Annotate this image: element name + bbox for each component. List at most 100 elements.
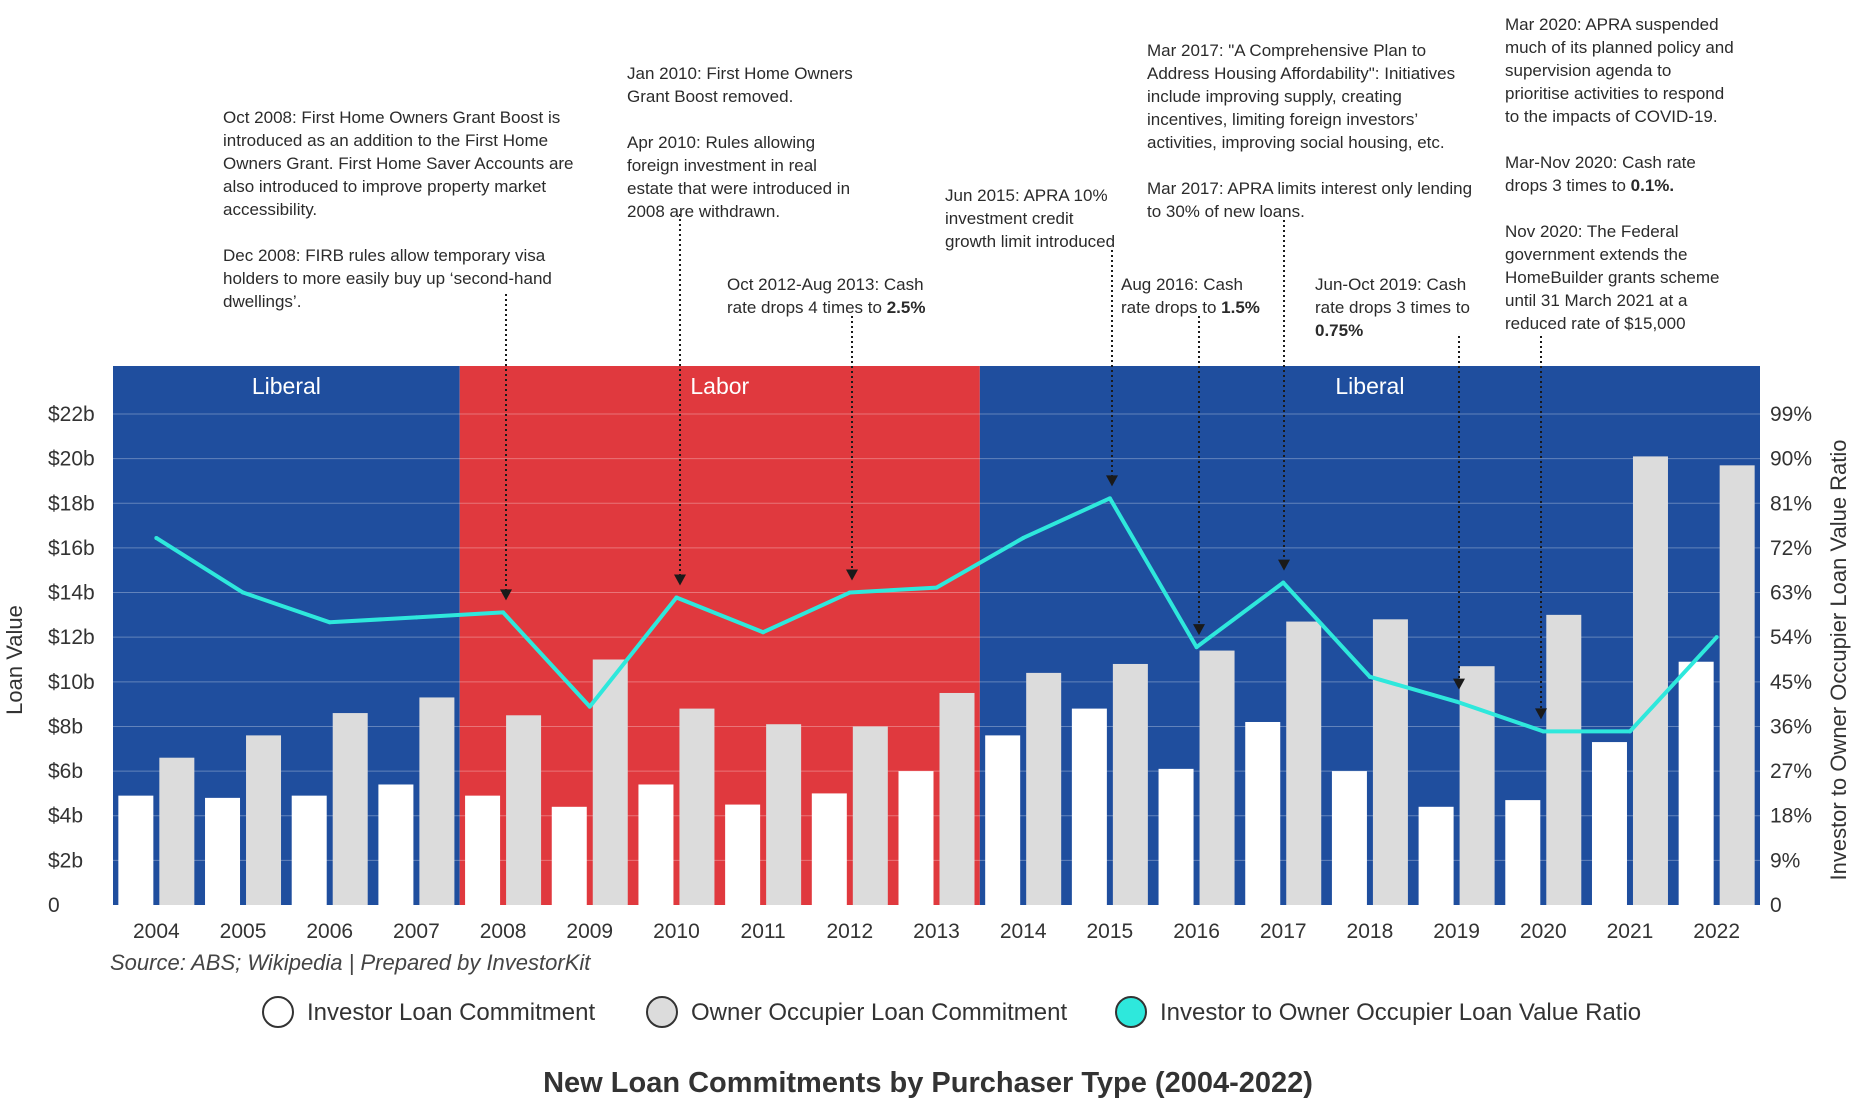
y2-tick-label: 0: [1770, 894, 1782, 917]
y-axis-title: Loan Value: [2, 605, 27, 715]
y-axis-ticks: 0 $2b $4b $6b $8b $10b $12b $14b $16b $18b $20b $22…: [48, 403, 95, 917]
ratio-point-2011: [761, 630, 766, 635]
owner-occupier-bar-2005: [246, 735, 282, 905]
y2-tick-label: 45%: [1770, 671, 1812, 694]
x-tick-label: 2016: [1173, 920, 1220, 943]
annotation-arrow-2019: [1453, 336, 1465, 690]
x-tick-label: 2014: [1000, 920, 1047, 943]
x-tick-label: 2012: [826, 920, 873, 943]
x-tick-label: 2004: [133, 920, 180, 943]
investor-bar-2006: [291, 795, 327, 905]
x-tick-label: 2013: [913, 920, 960, 943]
x-tick-label: 2017: [1260, 920, 1307, 943]
annotation-arrow-2015: [1106, 250, 1118, 487]
investor-bar-2020: [1505, 800, 1541, 905]
y-tick-label: $12b: [48, 626, 95, 649]
ratio-point-2014: [1021, 535, 1026, 540]
investor-bar-2013: [898, 771, 934, 905]
owner-occupier-bar-2015: [1112, 663, 1148, 905]
y-tick-label: $16b: [48, 537, 95, 560]
y-tick-label: $4b: [48, 805, 83, 828]
owner-occupier-bar-2009: [592, 659, 628, 905]
y-tick-label: $2b: [48, 849, 83, 872]
owner-occupier-bar-2012: [852, 726, 888, 905]
band-label: Labor: [690, 373, 749, 399]
ratio-point-2021: [1627, 729, 1632, 734]
legend-label: Owner Occupier Loan Commitment: [691, 999, 1067, 1026]
investor-bar-2018: [1331, 771, 1367, 905]
x-tick-label: 2018: [1347, 920, 1394, 943]
ratio-point-2007: [414, 615, 419, 620]
band-labor-2008: [459, 366, 980, 905]
investor-bar-2012: [811, 793, 847, 905]
chart-title: New Loan Commitments by Purchaser Type (…: [543, 1067, 1313, 1099]
ratio-point-2019: [1454, 699, 1459, 704]
ratio-point-2013: [934, 585, 939, 590]
source-note: Source: ABS; Wikipedia | Prepared by Inv…: [110, 950, 591, 975]
y-tick-label: $22b: [48, 403, 95, 426]
investor-bar-2016: [1158, 768, 1194, 905]
annotation-arrow-2017: [1278, 220, 1290, 571]
y-tick-label: $18b: [48, 492, 95, 515]
owner-occupier-bar-2011: [766, 724, 802, 905]
annotation-2016: Aug 2016: Cash rate drops to 1.5%: [1121, 275, 1260, 317]
annotation-2017: Mar 2017: "A Comprehensive Plan to Addres…: [1147, 41, 1472, 221]
ratio-point-2016: [1194, 645, 1199, 650]
x-tick-label: 2019: [1433, 920, 1480, 943]
annotation-text-2010: Jan 2010: First Home Owners Grant Boost r…: [627, 64, 853, 221]
annotation-arrow-2020: [1535, 336, 1547, 720]
y-tick-label: 0: [48, 894, 60, 917]
x-tick-label: 2009: [566, 920, 613, 943]
owner-occupier-bar-2010: [679, 708, 715, 905]
owner-occupier-bar-2017: [1286, 621, 1322, 905]
annotation-2020: Mar 2020: APRA suspended much of its plan…: [1505, 15, 1734, 333]
annotation-text-2016: Aug 2016: Cash rate drops to 1.5%: [1121, 275, 1260, 317]
y2-tick-label: 54%: [1770, 626, 1812, 649]
investor-bar-2021: [1591, 742, 1627, 905]
x-axis-ticks: 2004 2005 2006 2007 2008 2009 2010 2011 2012 2013…: [133, 920, 1740, 943]
legend-item-0: Investor Loan Commitment: [262, 996, 595, 1028]
legend-swatch: [1115, 996, 1147, 1028]
legend-item-1: Owner Occupier Loan Commitment: [646, 996, 1067, 1028]
y2-tick-label: 81%: [1770, 492, 1812, 515]
x-tick-label: 2011: [741, 920, 786, 943]
ratio-point-2006: [327, 620, 332, 625]
y2-tick-label: 99%: [1770, 403, 1812, 426]
owner-occupier-bar-2006: [332, 713, 368, 905]
legend-swatch: [262, 996, 294, 1028]
band-labels: Liberal Labor Liberal: [252, 373, 1405, 399]
owner-occupier-bar-2020: [1546, 614, 1582, 905]
y2-axis-ticks: 0 9% 18% 27% 36% 45% 54% 63% 72% 81% 90% 99%: [1770, 403, 1812, 917]
ratio-point-2012: [847, 590, 852, 595]
y2-tick-label: 72%: [1770, 537, 1812, 560]
annotation-arrow-2012: [846, 316, 858, 581]
ratio-point-2018: [1367, 674, 1372, 679]
annotation-arrow-2016: [1193, 316, 1205, 636]
band-label: Liberal: [252, 373, 321, 399]
investor-bar-2010: [638, 784, 674, 905]
investor-bar-2005: [205, 797, 241, 905]
y2-axis-title: Investor to Owner Occupier Loan Value Ra…: [1826, 439, 1851, 880]
owner-occupier-bar-2004: [159, 757, 195, 905]
legend-label: Investor to Owner Occupier Loan Value Ra…: [1160, 999, 1641, 1026]
ratio-point-2009: [587, 704, 592, 709]
bars: [118, 456, 1755, 905]
annotation-2015: Jun 2015: APRA 10% investment credit growt…: [945, 186, 1115, 251]
owner-occupier-bar-2018: [1372, 619, 1408, 905]
y-tick-label: $6b: [48, 760, 83, 783]
band-label: Liberal: [1335, 373, 1404, 399]
investor-bar-2008: [465, 795, 501, 905]
legend-label: Investor Loan Commitment: [307, 999, 595, 1026]
annotation-arrow-2010: [674, 214, 686, 586]
x-tick-label: 2022: [1693, 920, 1740, 943]
ratio-point-2015: [1107, 496, 1112, 501]
annotation-text-2012: Oct 2012-Aug 2013: Cash rate drops 4 time…: [727, 275, 925, 317]
annotation-text-2020: Mar 2020: APRA suspended much of its plan…: [1505, 15, 1734, 333]
ratio-point-2004: [154, 535, 159, 540]
y-tick-label: $10b: [48, 671, 95, 694]
x-tick-label: 2015: [1087, 920, 1134, 943]
x-tick-label: 2008: [480, 920, 527, 943]
government-bands: [113, 366, 1760, 905]
owner-occupier-bar-2007: [419, 697, 455, 905]
investor-bar-2022: [1678, 661, 1714, 905]
